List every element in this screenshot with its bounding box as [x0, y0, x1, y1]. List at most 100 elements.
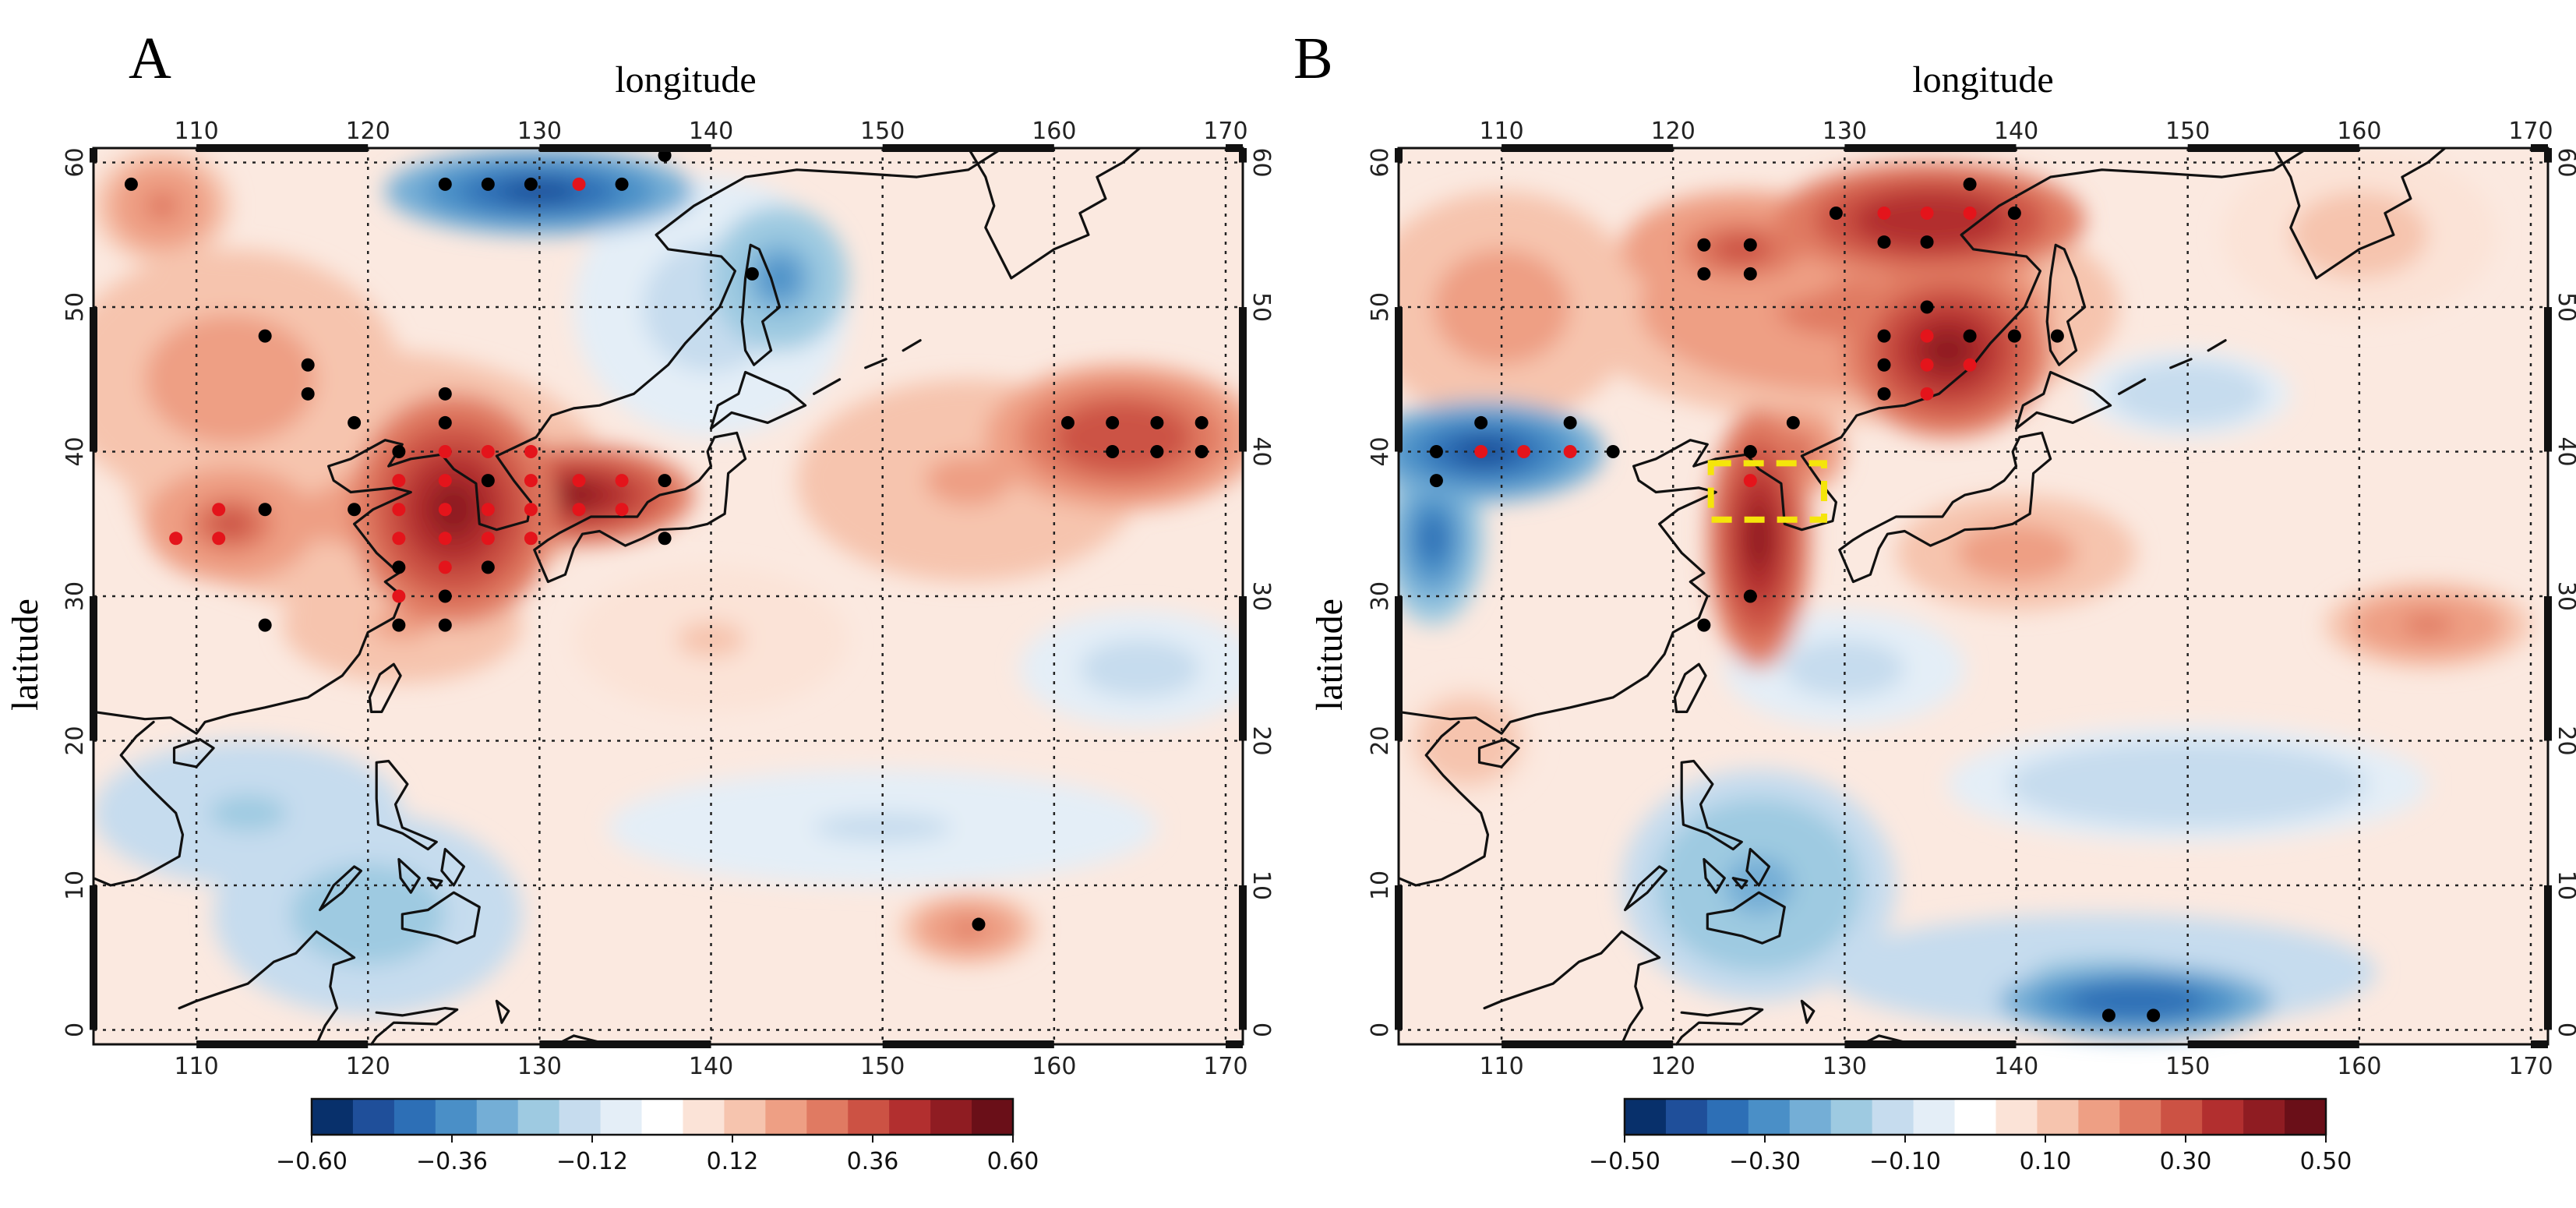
coastline-segment [709, 370, 807, 430]
significance-dot-black [1743, 589, 1757, 603]
colorbar-swatch [806, 1099, 849, 1135]
colorbar-swatch [1625, 1099, 1667, 1135]
significance-dot-red [169, 532, 183, 546]
significance-dot-black [1743, 267, 1757, 281]
frame-bar [1844, 1040, 2017, 1048]
coastline-segment [495, 999, 510, 1024]
lat-tick-label: 20 [62, 726, 89, 755]
lat-tick-label: 10 [2553, 871, 2576, 900]
colorbar-swatch [1996, 1099, 2038, 1135]
significance-dot-black [1743, 238, 1757, 252]
colorbar-swatch [1913, 1099, 1956, 1135]
significance-dot-red [438, 532, 452, 546]
colorbar-tick-label: −0.36 [416, 1148, 488, 1175]
anomaly-blob [1110, 654, 1170, 683]
lat-tick-label: 20 [1367, 726, 1394, 755]
coastline-segment [1706, 891, 1786, 945]
colorbar-frame [310, 1097, 1015, 1136]
colorbar-swatch [641, 1099, 683, 1135]
frame-bar [882, 1040, 1054, 1048]
frame-bar [90, 307, 97, 452]
frame-bar [2544, 307, 2552, 452]
significance-dot-red [524, 445, 538, 459]
coastline-segment [370, 1007, 459, 1046]
coastline-segment [1731, 877, 1749, 890]
lon-tick-label: 140 [1994, 118, 2038, 145]
coastline-segment [1483, 930, 1661, 1046]
frame-bar [539, 144, 711, 152]
lat-tick-label: 30 [1367, 581, 1394, 611]
lon-tick-label: 160 [1032, 118, 1076, 145]
frame-bar [1395, 307, 1403, 452]
significance-dot-black [1150, 445, 1164, 459]
lon-tick-label: 170 [2508, 118, 2553, 145]
significance-dot-red [1963, 358, 1977, 372]
colorbar-swatch [476, 1099, 519, 1135]
significance-dot-black [524, 177, 538, 191]
coastline-segment [94, 720, 185, 887]
coastline-segment [2272, 148, 2447, 280]
anomaly-blob [500, 180, 578, 203]
colorbar-swatch [2078, 1099, 2120, 1135]
colorbar-swatch [1830, 1099, 1873, 1135]
significance-dot-black [481, 560, 495, 574]
colorbar-swatch [1665, 1099, 1708, 1135]
significance-dot-red [615, 503, 629, 517]
colorbar-tick-label: −0.30 [1729, 1148, 1801, 1175]
lon-tick-label: 170 [1203, 1053, 1247, 1080]
colorbar-swatch [683, 1099, 725, 1135]
significance-dot-black [1429, 474, 1443, 488]
lon-tick-label: 140 [689, 1053, 733, 1080]
lon-tick-label: 140 [1994, 1053, 2038, 1080]
coastline-segment [426, 877, 443, 890]
significance-dot-red [438, 503, 452, 517]
anomaly-blob [1088, 419, 1157, 456]
lon-tick-label: 150 [860, 118, 905, 145]
significance-dot-black [438, 589, 452, 603]
significance-dot-black [1877, 387, 1891, 401]
coastline-segment [967, 148, 1142, 280]
colorbar-tick-label: 0.60 [987, 1148, 1039, 1175]
frame-bar [539, 1040, 711, 1048]
colorbar-tick-label: 0.10 [2020, 1148, 2072, 1175]
significance-dot-red [438, 445, 452, 459]
map-frame-b [1395, 144, 2552, 1048]
lat-tick-label: 40 [1367, 436, 1394, 466]
significance-dot-black [2147, 1008, 2161, 1023]
lat-tick-label: 10 [62, 871, 89, 900]
lat-tick-label: 60 [2553, 147, 2576, 177]
anomaly-field-a [94, 148, 1243, 1044]
lon-tick-label: 120 [346, 1053, 390, 1080]
coastline-segment [740, 243, 782, 366]
colorbar-swatch [930, 1099, 972, 1135]
coastline-segment [1477, 738, 1520, 768]
significance-dot-red [615, 474, 629, 488]
colorbar-swatch [600, 1099, 643, 1135]
significance-dot-black [392, 560, 406, 574]
lat-tick-label: 40 [2553, 436, 2576, 466]
lon-tick-label: 110 [174, 118, 218, 145]
coastline-segment [1745, 848, 1771, 887]
lon-tick-label: 150 [2165, 1053, 2210, 1080]
significance-dot-black [658, 474, 672, 488]
anomaly-blob [1420, 516, 1446, 560]
colorbar-swatch [889, 1099, 931, 1135]
significance-dot-black [1963, 329, 1977, 343]
significance-dot-black [1606, 445, 1620, 459]
significance-dot-red [392, 589, 406, 603]
significance-dot-red [1517, 445, 1531, 459]
significance-dot-black [301, 358, 315, 372]
significance-dot-black [1194, 415, 1209, 429]
colorbar-swatch [2243, 1099, 2285, 1135]
significance-dot-black [2050, 329, 2064, 343]
colorbar-swatch [312, 1099, 354, 1135]
lon-tick-label: 120 [346, 118, 390, 145]
coastline-a [94, 148, 1142, 1046]
significance-dot-black [1920, 235, 1934, 249]
frame-bar [2530, 1040, 2548, 1048]
frame-bar [1239, 148, 1247, 163]
colorbar-swatch [352, 1099, 395, 1135]
coastline-segment [813, 378, 842, 395]
lon-tick-label: 150 [860, 1053, 905, 1080]
significance-dot-red [1920, 206, 1934, 220]
